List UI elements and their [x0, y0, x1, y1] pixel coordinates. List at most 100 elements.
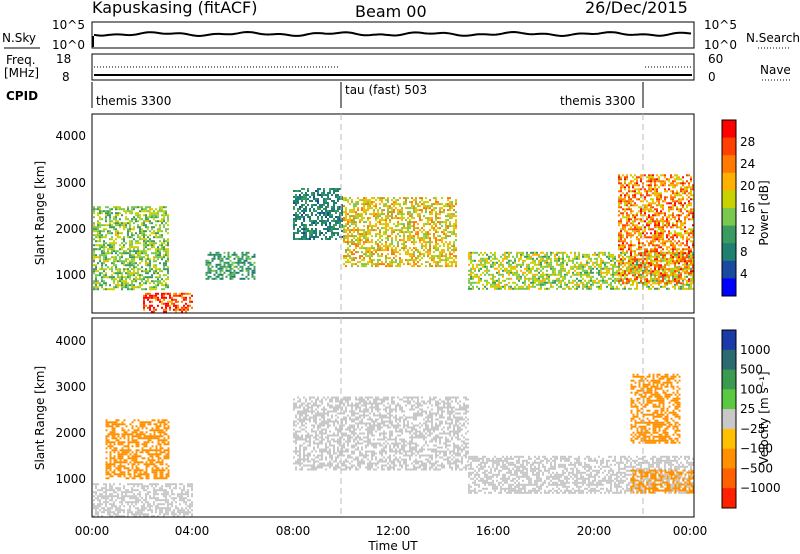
heatmap-cell	[634, 188, 636, 191]
heatmap-cell	[640, 269, 642, 272]
heatmap-cell	[327, 198, 329, 200]
heatmap-cell	[445, 225, 447, 228]
heatmap-cell	[167, 304, 169, 307]
heatmap-cell	[159, 236, 161, 239]
heatmap-cell	[377, 265, 379, 268]
heatmap-cell	[632, 196, 634, 199]
heatmap-cell	[478, 277, 480, 280]
heatmap-cell	[129, 274, 131, 277]
heatmap-cell	[121, 246, 123, 249]
heatmap-cell	[494, 251, 496, 254]
heatmap-cell	[359, 215, 361, 218]
heatmap-cell	[107, 288, 109, 291]
heatmap-cell	[299, 212, 301, 214]
heatmap-cell	[139, 228, 141, 231]
heatmap-cell	[415, 249, 417, 252]
heatmap-cell	[99, 222, 101, 225]
heatmap-cell	[530, 261, 532, 264]
heatmap-cell	[373, 205, 375, 208]
heatmap-cell	[121, 256, 123, 259]
heatmap-cell	[421, 247, 423, 250]
heatmap-cell	[321, 224, 323, 226]
heatmap-cell	[401, 231, 403, 234]
heatmap-cell	[632, 216, 634, 219]
heatmap-cell	[149, 260, 151, 263]
heatmap-cell	[109, 218, 111, 221]
heatmap-cell	[674, 264, 676, 267]
heatmap-cell	[309, 218, 311, 220]
heatmap-cell	[630, 222, 632, 225]
heatmap-cell	[97, 224, 99, 227]
heatmap-cell	[445, 227, 447, 230]
heatmap-cell	[445, 229, 447, 232]
heatmap-cell	[125, 218, 127, 221]
heatmap-cell	[161, 294, 163, 297]
heatmap-cell	[498, 269, 500, 272]
heatmap-cell	[620, 275, 622, 278]
heatmap-cell	[652, 176, 654, 179]
heatmap-cell	[676, 283, 678, 286]
heatmap-cell	[670, 262, 672, 265]
heatmap-cell	[409, 237, 411, 240]
heatmap-cell	[634, 190, 636, 193]
heatmap-cell	[409, 213, 411, 216]
heatmap-cell	[145, 244, 147, 247]
heatmap-cell	[658, 212, 660, 215]
heatmap-cell	[618, 256, 620, 259]
heatmap-cell	[115, 212, 117, 215]
heatmap-cell	[293, 222, 295, 224]
heatmap-cell	[325, 222, 327, 224]
heatmap-cell	[137, 274, 139, 277]
heatmap-cell	[443, 249, 445, 252]
heatmap-cell	[241, 265, 244, 268]
heatmap-cell	[119, 212, 121, 215]
heatmap-cell	[612, 275, 614, 278]
heatmap-cell	[149, 304, 151, 307]
heatmap-cell	[157, 268, 159, 271]
heatmap-cell	[397, 217, 399, 220]
heatmap-cell	[351, 219, 353, 222]
heatmap-cell	[119, 270, 121, 273]
heatmap-cell	[373, 213, 375, 216]
heatmap-cell	[598, 281, 600, 284]
heatmap-cell	[658, 254, 660, 257]
heatmap-cell	[367, 219, 369, 222]
heatmap-cell	[558, 281, 560, 284]
heatmap-cell	[480, 277, 482, 280]
heatmap-cell	[564, 259, 566, 262]
heatmap-cell	[101, 264, 103, 267]
heatmap-cell	[510, 251, 512, 254]
heatmap-cell	[437, 243, 439, 246]
heatmap-cell	[355, 211, 357, 214]
heatmap-cell	[175, 292, 177, 295]
heatmap-cell	[596, 267, 598, 270]
heatmap-cell	[660, 192, 662, 195]
heatmap-cell	[111, 244, 113, 247]
heatmap-cell	[363, 235, 365, 238]
heatmap-cell	[672, 212, 674, 215]
heatmap-cell	[237, 263, 240, 266]
heatmap-cell	[399, 223, 401, 226]
heatmap-cell	[161, 246, 163, 249]
heatmap-cell	[688, 273, 690, 276]
heatmap-cell	[117, 270, 119, 273]
heatmap-cell	[656, 226, 658, 229]
heatmap-cell	[494, 263, 496, 266]
heatmap-cell	[626, 280, 628, 283]
heatmap-cell	[247, 267, 250, 270]
heatmap-cell	[107, 212, 109, 215]
heatmap-cell	[678, 232, 680, 235]
heatmap-cell	[169, 306, 171, 309]
heatmap-cell	[455, 261, 457, 264]
heatmap-cell	[686, 242, 688, 245]
heatmap-cell	[371, 261, 373, 264]
heatmap-cell	[243, 253, 246, 256]
heatmap-cell	[379, 219, 381, 222]
heatmap-cell	[486, 279, 488, 282]
heatmap-cell	[514, 285, 516, 288]
heatmap-cell	[570, 275, 572, 278]
heatmap-cell	[429, 213, 431, 216]
heatmap-cell	[353, 209, 355, 212]
heatmap-cell	[109, 246, 111, 249]
heatmap-cell	[363, 243, 365, 246]
